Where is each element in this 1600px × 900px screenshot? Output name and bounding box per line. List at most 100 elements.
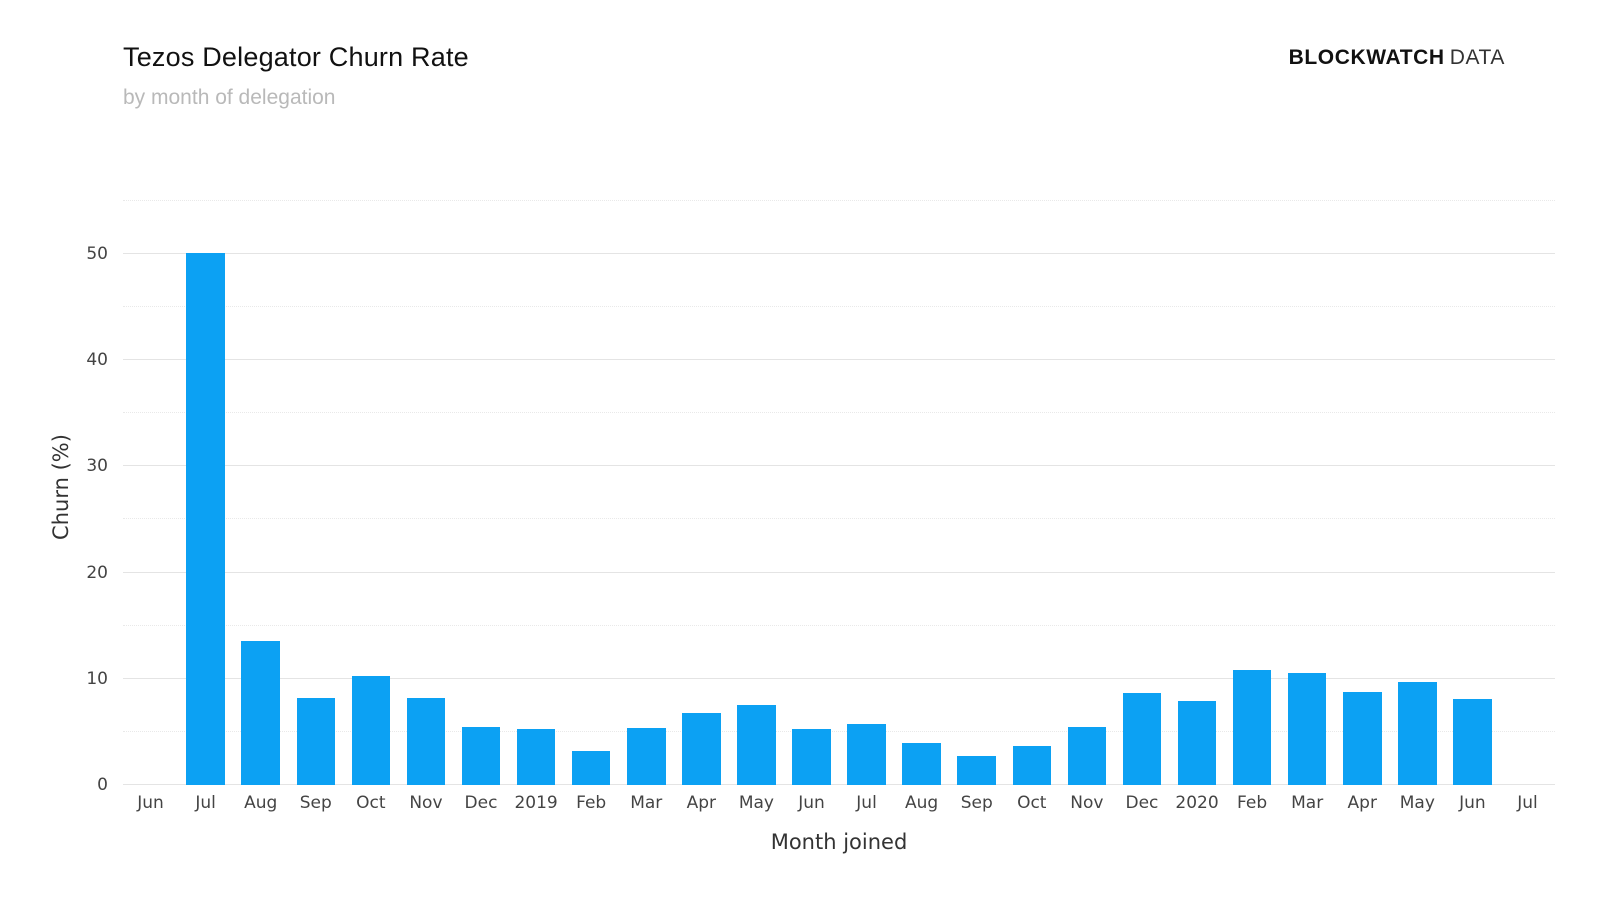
x-tick-label: Jun (798, 793, 825, 813)
gridline-major (123, 784, 1555, 785)
bar-sep-15[interactable] (957, 756, 996, 785)
bar-sep-3[interactable] (296, 697, 336, 785)
bar-slot (233, 190, 288, 785)
bar-oct-16[interactable] (1012, 745, 1052, 785)
bar-slot (398, 190, 453, 785)
x-tick-label: Dec (1125, 793, 1159, 813)
x-tick-label: Jun (1459, 793, 1486, 813)
y-tick-label: 40 (86, 350, 108, 370)
bar-dec-18[interactable] (1122, 692, 1162, 785)
bar-mar-21[interactable] (1287, 673, 1327, 785)
y-tick-label: 0 (97, 775, 108, 795)
blockwatch-data-logo: BLOCKWATCH DATA (1289, 46, 1505, 70)
bar-jul-1[interactable] (186, 252, 225, 785)
bar-slot (1390, 190, 1445, 785)
y-tick-label: 50 (86, 243, 108, 264)
bar-slot (1059, 190, 1114, 785)
gridline-minor (123, 412, 1555, 414)
bar-slot (1500, 190, 1555, 785)
bar-may-11[interactable] (737, 705, 776, 785)
x-tick-label: Sep (299, 793, 332, 813)
gridline-major (123, 677, 1555, 679)
x-tick-label: Mar (1291, 793, 1324, 813)
x-tick-label: Oct (356, 793, 386, 813)
x-tick-label: Oct (1017, 793, 1047, 813)
bar-slot (343, 190, 398, 785)
bar-slot (453, 190, 508, 785)
x-tick-label: Jul (856, 793, 877, 813)
bar-slot (1225, 190, 1280, 785)
bar-mar-9[interactable] (626, 727, 666, 785)
brand-name-light: DATA (1449, 46, 1505, 69)
bar-aug-14[interactable] (902, 742, 941, 785)
bar-slot (1280, 190, 1335, 785)
bar-jun-12[interactable] (792, 728, 831, 785)
x-tick-label: 2020 (1175, 793, 1219, 813)
bar-2019-7[interactable] (516, 728, 556, 785)
x-axis-title: Month joined (770, 830, 908, 854)
bar-series (123, 190, 1555, 785)
bar-jul-13[interactable] (847, 724, 886, 785)
bar-slot (123, 190, 178, 785)
bar-slot (729, 190, 784, 785)
gridline-major (123, 571, 1555, 573)
gridline-minor (123, 199, 1555, 201)
x-tick-label: Feb (576, 793, 607, 813)
gridline-major (123, 359, 1555, 360)
bar-jun-24[interactable] (1453, 698, 1492, 785)
bar-slot (784, 190, 839, 785)
bar-slot (674, 190, 729, 785)
bar-slot (619, 190, 674, 785)
bar-nov-5[interactable] (406, 697, 446, 785)
x-axis-tick-labels: Jun Jul Aug Sep Oct Nov Dec 2019 Feb Mar Apr May Jun… (123, 795, 1555, 812)
bar-feb-8[interactable] (571, 751, 611, 785)
bar-slot (949, 190, 1004, 785)
x-tick-label: Aug (244, 793, 278, 813)
x-tick-label: Mar (630, 793, 663, 813)
x-tick-label: May (738, 793, 774, 813)
y-tick-label: 30 (86, 456, 108, 477)
y-axis-title: Churn (%) (49, 434, 73, 540)
x-tick-label: Jul (1517, 793, 1538, 813)
chart-subtitle: by month of delegation (123, 86, 336, 109)
gridline-minor (123, 305, 1555, 307)
x-tick-label: Nov (1070, 793, 1104, 813)
gridline-minor (123, 730, 1555, 732)
x-tick-label: May (1399, 793, 1435, 813)
bar-slot (1114, 190, 1169, 785)
x-tick-label: Jul (195, 793, 216, 813)
bar-slot (1004, 190, 1059, 785)
chart-title: Tezos Delegator Churn Rate (123, 42, 469, 72)
bar-nov-17[interactable] (1067, 726, 1107, 785)
bar-aug-2[interactable] (241, 640, 280, 785)
bar-apr-22[interactable] (1342, 691, 1382, 785)
bar-slot (288, 190, 343, 785)
x-tick-label: Feb (1237, 793, 1268, 813)
bar-dec-6[interactable] (461, 726, 501, 785)
x-tick-label: Apr (686, 793, 717, 813)
y-tick-label: 10 (86, 668, 108, 689)
gridline-minor (123, 518, 1555, 520)
bar-slot (894, 190, 949, 785)
gridline-major (123, 252, 1555, 254)
bar-2020-19[interactable] (1177, 701, 1217, 785)
bar-slot (1169, 190, 1224, 785)
x-tick-label: Aug (905, 793, 939, 813)
bar-slot (1335, 190, 1390, 785)
bar-may-23[interactable] (1398, 681, 1437, 785)
bar-slot (564, 190, 619, 785)
x-tick-label: Apr (1347, 793, 1377, 813)
gridline-major (123, 465, 1555, 467)
bar-feb-20[interactable] (1232, 670, 1272, 785)
bar-apr-10[interactable] (682, 712, 721, 785)
x-tick-label: Sep (960, 793, 993, 813)
x-tick-label: Jun (137, 793, 164, 813)
plot-area: 0 10 20 30 40 50 Jun Jul Aug Sep Oct Nov Dec 2019 Feb… (86, 190, 1555, 812)
x-tick-label: 2019 (514, 793, 558, 813)
bar-slot (1445, 190, 1500, 785)
x-tick-label: Dec (464, 793, 498, 813)
y-tick-label: 20 (86, 562, 108, 583)
brand-name-bold: BLOCKWATCH (1288, 46, 1445, 69)
bar-oct-4[interactable] (351, 675, 391, 785)
